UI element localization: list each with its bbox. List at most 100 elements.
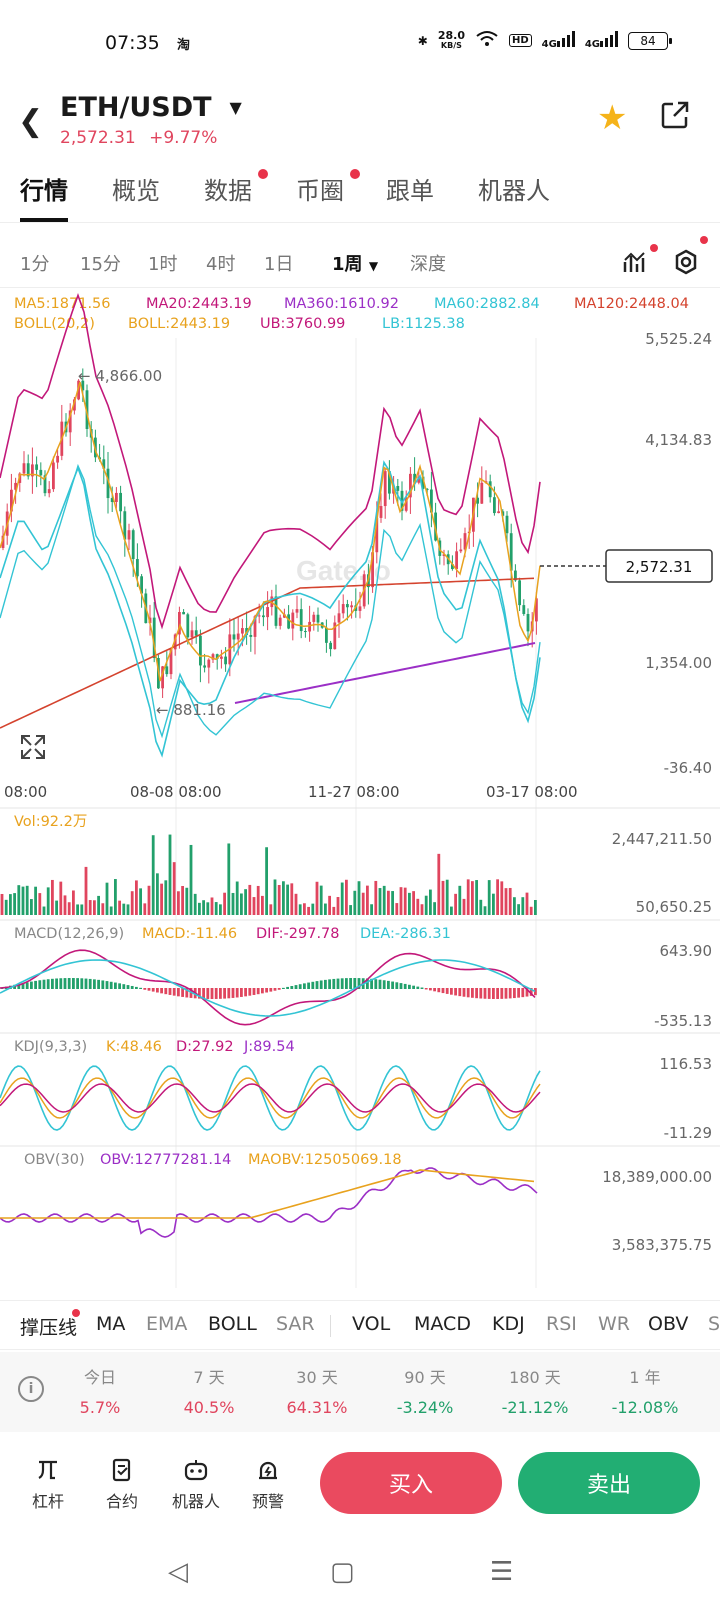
interval-15m[interactable]: 15分 <box>80 254 121 275</box>
candle-body <box>249 635 253 637</box>
candle-body <box>430 489 433 513</box>
volume-bar <box>13 893 16 915</box>
interval-4h[interactable]: 4时 <box>206 254 236 275</box>
macd-bar <box>370 978 373 989</box>
candle-body <box>203 665 206 668</box>
macd-bar <box>214 988 218 999</box>
interval-1h[interactable]: 1时 <box>148 254 178 275</box>
volume-bar <box>151 835 155 915</box>
tab-market[interactable]: 行情 <box>20 171 68 222</box>
volume-bar <box>227 843 231 915</box>
volume-bar <box>525 892 529 915</box>
contract-button[interactable]: 合约 <box>90 1458 154 1512</box>
interval-depth[interactable]: 深度 <box>410 254 446 275</box>
system-nav-bar: ◁ ▢ ☰ <box>0 1545 720 1612</box>
candle-body <box>308 621 311 632</box>
back-arrow-icon[interactable]: ❮ <box>18 104 44 139</box>
volume-bar <box>21 886 25 915</box>
volume-bar <box>298 904 302 915</box>
macd-params: MACD(12,26,9) <box>14 926 124 942</box>
candle-body <box>274 596 278 626</box>
volume-bar <box>185 887 189 915</box>
indicator-vol[interactable]: VOL <box>352 1313 391 1335</box>
volume-bar <box>319 885 323 915</box>
favorite-star-icon[interactable]: ★ <box>597 98 628 138</box>
macd-bar <box>227 988 231 999</box>
settings-gear-icon[interactable] <box>672 248 700 276</box>
sell-button[interactable]: 卖出 <box>518 1452 700 1514</box>
volume-bar <box>513 897 516 915</box>
volume-bar <box>193 893 197 915</box>
indicator-ema[interactable]: EMA <box>146 1313 188 1335</box>
perf-30d: 30 天 64.31% <box>286 1368 348 1417</box>
nav-back-icon[interactable]: ◁ <box>168 1557 188 1587</box>
info-icon[interactable]: i <box>18 1376 44 1402</box>
indicator-kdj[interactable]: KDJ <box>492 1313 525 1335</box>
interval-1d[interactable]: 1日 <box>264 254 294 275</box>
perf-7d: 7 天 40.5% <box>183 1368 235 1417</box>
volume-bar <box>168 834 172 915</box>
volume-bar <box>328 895 331 915</box>
pair-selector[interactable]: ETH/USDT ▼ <box>60 92 242 123</box>
volume-bar <box>160 883 163 915</box>
indicator-sar[interactable]: SAR <box>276 1313 315 1335</box>
volume-bar <box>521 897 525 915</box>
candle-body <box>329 642 332 650</box>
macd-bar <box>114 982 117 989</box>
tab-robot[interactable]: 机器人 <box>478 177 550 205</box>
boll-lower-line <box>0 463 541 739</box>
kdj-params: KDJ(9,3,3) <box>14 1039 87 1055</box>
macd-bar <box>72 978 75 989</box>
chart-style-icon[interactable] <box>622 248 650 276</box>
candle-body <box>518 580 521 606</box>
indicator-rsi[interactable]: RSI <box>546 1313 577 1335</box>
indicator-support-resistance[interactable]: 撑压线 <box>20 1317 78 1339</box>
d-line <box>0 1083 541 1113</box>
macd-bar <box>181 988 184 997</box>
alert-button[interactable]: 预警 <box>236 1458 300 1512</box>
indicator-obv[interactable]: OBV <box>648 1313 689 1335</box>
fullscreen-expand-icon[interactable] <box>21 735 45 759</box>
candle-body <box>73 399 76 411</box>
candle-body <box>127 530 131 540</box>
candle-body <box>14 482 17 490</box>
tab-overview[interactable]: 概览 <box>112 177 160 205</box>
tab-community[interactable]: 币圈 <box>296 177 344 205</box>
tab-copy-trading[interactable]: 跟单 <box>386 177 434 205</box>
macd-bar <box>80 978 84 989</box>
kline-chart[interactable]: Gate.io 5,525.24 4,134.83 1,354.00 -36.4… <box>0 288 720 1298</box>
indicator-more[interactable]: S <box>708 1313 720 1335</box>
robot-icon <box>164 1458 228 1488</box>
macd-bar <box>441 988 445 994</box>
candle-body <box>47 489 51 494</box>
nav-home-icon[interactable]: ▢ <box>330 1557 355 1587</box>
candle-body <box>102 459 106 469</box>
indicator-ma[interactable]: MA <box>96 1313 126 1335</box>
interval-1w[interactable]: 1周 ▼ <box>332 254 379 275</box>
volume-bar <box>34 886 37 915</box>
ma5-line <box>0 381 541 682</box>
interval-1m[interactable]: 1分 <box>20 254 50 275</box>
volume-bar <box>164 880 168 915</box>
tab-data[interactable]: 数据 <box>204 177 252 205</box>
x-tick-3: 11-27 08:00 <box>308 783 400 801</box>
indicator-boll[interactable]: BOLL <box>208 1313 257 1335</box>
macd-bar <box>345 978 348 989</box>
macd-bar <box>332 978 336 989</box>
volume-bar <box>534 900 537 915</box>
indicator-wr[interactable]: WR <box>598 1313 630 1335</box>
macd-bar <box>97 979 100 989</box>
obv-params: OBV(30) <box>24 1152 85 1168</box>
share-icon[interactable] <box>660 100 690 130</box>
macd-y-min: -535.13 <box>654 1012 712 1030</box>
leverage-button[interactable]: 杠杆 <box>16 1458 80 1512</box>
nav-menu-icon[interactable]: ☰ <box>490 1557 514 1587</box>
buy-button[interactable]: 买入 <box>320 1452 502 1514</box>
ma360-line <box>234 642 536 704</box>
robot-button[interactable]: 机器人 <box>164 1458 228 1512</box>
candle-body <box>535 598 538 622</box>
macd-bar <box>290 986 294 989</box>
macd-bar <box>534 988 537 996</box>
chart-style-badge <box>650 244 658 252</box>
indicator-macd[interactable]: MACD <box>414 1313 471 1335</box>
